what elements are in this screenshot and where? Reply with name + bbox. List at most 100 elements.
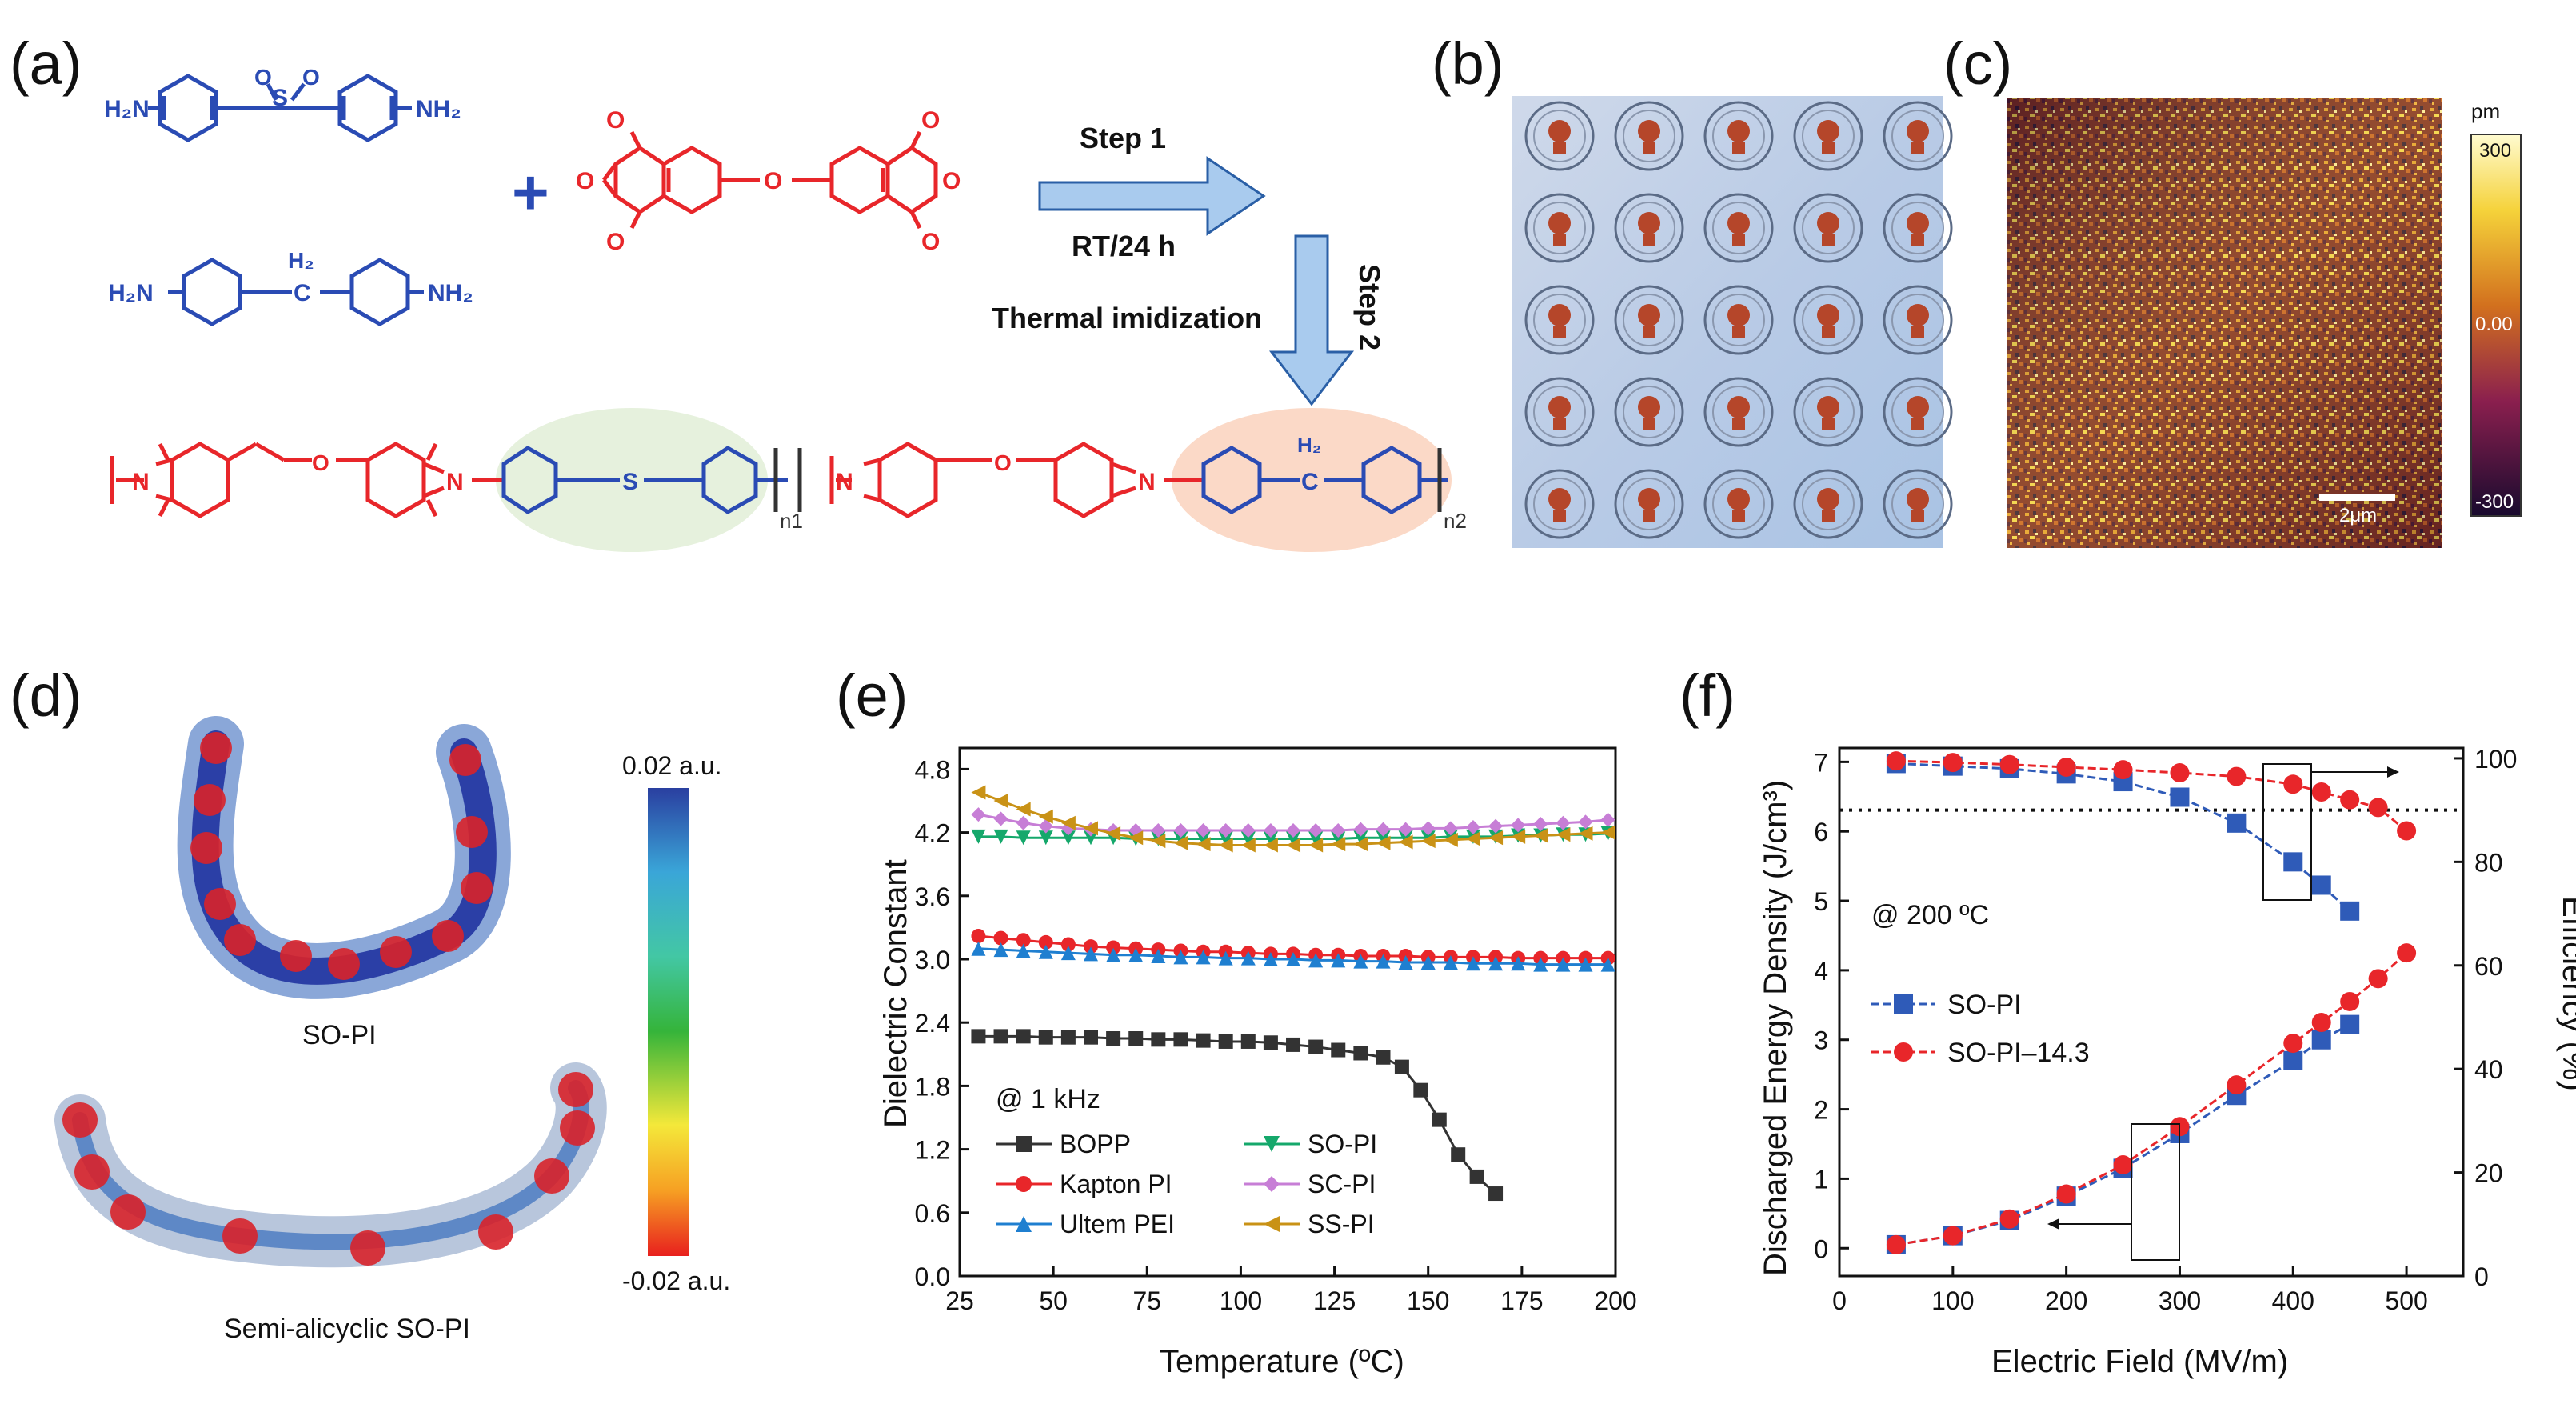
panel-a: (a) S O O H₂N NH₂ (10, 30, 1467, 552)
esp-site (380, 936, 412, 968)
data-point (1376, 830, 1391, 846)
ali-h2n: H₂N (108, 280, 154, 306)
data-point (1084, 1030, 1098, 1045)
printed-logo (1703, 469, 1774, 539)
data-point (1578, 814, 1593, 830)
data-point (1218, 831, 1233, 846)
printed-logo (1793, 101, 1863, 171)
printed-logo (1614, 285, 1684, 355)
printed-logo (1793, 469, 1863, 539)
esp-colorbar (648, 788, 689, 1256)
data-point (1443, 832, 1458, 847)
data-point (1443, 954, 1458, 970)
eff-arrow-head (2387, 766, 2399, 778)
esp-site (534, 1158, 569, 1194)
data-point (1016, 1216, 1032, 1232)
data-point (993, 829, 1008, 844)
data-point (1511, 818, 1526, 833)
printed-logo (1524, 193, 1595, 263)
plot-f-condition: @ 200 ºC (1871, 900, 1989, 930)
data-point (2311, 875, 2331, 895)
data-point (1331, 953, 1346, 968)
y2-tick-label: 100 (2474, 745, 2517, 774)
data-point (1106, 826, 1121, 841)
y-tick-label: 3.0 (915, 946, 950, 974)
esp-site (62, 1102, 98, 1138)
data-point (1286, 952, 1301, 966)
data-point (971, 941, 986, 956)
data-point (2340, 991, 2360, 1011)
data-point (1196, 950, 1211, 965)
data-point (1308, 822, 1324, 838)
data-point (1308, 1039, 1324, 1054)
data-point (1331, 1042, 1346, 1058)
data-point (1084, 821, 1098, 836)
data-point (2056, 757, 2076, 777)
energy-arrow-head (2047, 1218, 2059, 1230)
data-point (1533, 957, 1548, 972)
alicyclic-highlight (1172, 408, 1452, 552)
data-point (993, 811, 1008, 826)
plot-e-series (971, 785, 1615, 1202)
chain-n-mid: N (446, 469, 464, 495)
data-point (1173, 835, 1188, 850)
odpa-o2: O (576, 168, 594, 194)
data-point (1151, 1032, 1166, 1047)
data-point (2283, 774, 2303, 794)
chain-n-left: N (132, 469, 150, 495)
panel-c: (c) 2μm pm 300 0.00 -300 (1943, 30, 2522, 548)
energy-highlight-box (2131, 1123, 2180, 1261)
panel-c-label: (c) (1943, 30, 2012, 97)
dds-monomer (148, 74, 412, 142)
data-point (1218, 838, 1233, 853)
esp-site (222, 1218, 258, 1254)
data-point (2311, 1013, 2331, 1033)
plot-e-legend: BOPP Kapton PI Ultem PEI SO-PI SC-PI SS-PI (996, 1130, 1377, 1238)
panel-a-label: (a) (10, 30, 82, 97)
data-point (1443, 821, 1458, 836)
odpa-monomer (602, 130, 938, 230)
data-point (1263, 831, 1278, 846)
data-point (1465, 831, 1480, 846)
data-point (1488, 956, 1504, 971)
data-point (1886, 1234, 1906, 1254)
data-point (1511, 956, 1526, 971)
x-tick-label: 125 (1313, 1286, 1356, 1315)
y-tick-label: 4.8 (915, 755, 950, 784)
data-point (1016, 1029, 1031, 1044)
panel-d-label: (d) (10, 662, 82, 729)
plot-f-ylabel: Discharged Energy Density (J/cm³) (1758, 780, 1793, 1276)
data-point (1999, 754, 2019, 774)
chain-n1: n1 (780, 509, 803, 533)
data-point (1999, 1209, 2019, 1229)
data-point (1488, 818, 1504, 834)
data-point (971, 928, 986, 943)
data-point (1128, 947, 1144, 962)
data-point (1038, 934, 1053, 950)
data-point (1353, 954, 1368, 969)
legend-item: SC-PI (1244, 1170, 1376, 1198)
data-point (1151, 822, 1166, 838)
printed-logo (1703, 101, 1774, 171)
data-point (1600, 812, 1615, 827)
legend-label: SO-PI (1947, 990, 2022, 1020)
data-point (1016, 943, 1031, 958)
semi-negative-sites (62, 1072, 595, 1266)
x-tick-label: 100 (1931, 1286, 1974, 1315)
x-tick-label: 175 (1500, 1286, 1543, 1315)
alicyclic-diamine (168, 258, 424, 326)
data-point (2227, 1075, 2247, 1095)
x-tick-label: 50 (1039, 1286, 1068, 1315)
chain-n-right: N (836, 469, 853, 495)
afm-unit: pm (2471, 99, 2500, 123)
data-point (1353, 822, 1368, 837)
y2-tick-label: 80 (2474, 848, 2503, 877)
ali-c: C (294, 280, 311, 306)
printed-logo (1703, 193, 1774, 263)
printed-logo-grid (1524, 101, 1953, 539)
data-point (1600, 957, 1615, 972)
data-point (2283, 1050, 2303, 1070)
x-tick-label: 400 (2272, 1286, 2314, 1315)
y-tick-label: 4 (1814, 957, 1828, 986)
so-pi-negative-sites (190, 732, 493, 980)
